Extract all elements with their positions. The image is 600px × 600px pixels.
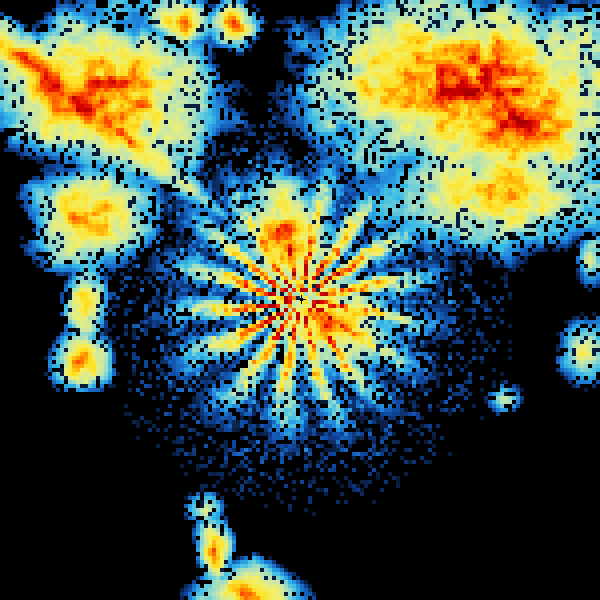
- radar-reflectivity-canvas: [0, 0, 600, 600]
- radar-display: Weather Radar Reflectivity dBZ Base Refl…: [0, 0, 600, 600]
